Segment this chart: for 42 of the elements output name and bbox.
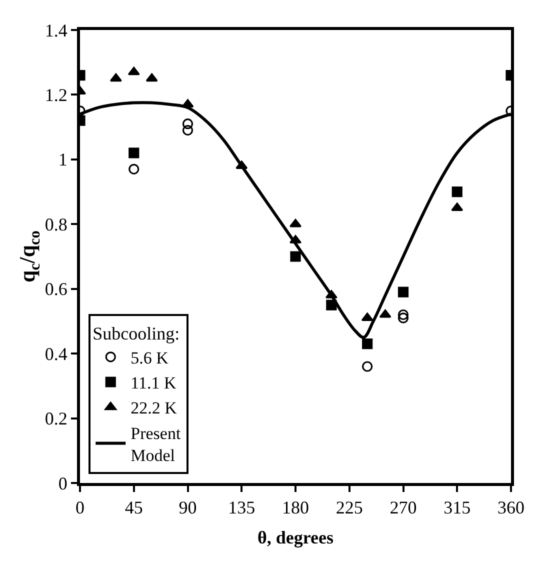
x-tick-label: 360 bbox=[498, 498, 524, 518]
point bbox=[182, 118, 194, 130]
point bbox=[398, 286, 409, 298]
y-tick-label: 1.4 bbox=[44, 20, 68, 40]
y-tick-label: 0.2 bbox=[44, 408, 68, 429]
x-tick-label: 180 bbox=[282, 498, 309, 518]
point bbox=[146, 73, 158, 82]
x-tick-label: 315 bbox=[444, 498, 471, 518]
y-tick-label: 1 bbox=[58, 150, 68, 170]
point bbox=[362, 338, 373, 350]
y-tick-label: 1.2 bbox=[44, 85, 68, 106]
y-tick-label: 0 bbox=[58, 473, 68, 494]
x-tick-label: 0 bbox=[76, 498, 84, 518]
point bbox=[290, 218, 302, 228]
point bbox=[452, 186, 462, 198]
point bbox=[128, 148, 140, 158]
legend-title: Subcooling: bbox=[92, 323, 180, 344]
x-tick-label: 90 bbox=[178, 498, 197, 518]
point bbox=[290, 251, 301, 262]
legend-label: 5.6 K bbox=[130, 348, 170, 368]
point bbox=[398, 312, 409, 324]
point bbox=[362, 361, 373, 372]
point bbox=[361, 312, 374, 322]
point bbox=[451, 202, 464, 212]
point bbox=[128, 164, 140, 174]
point bbox=[110, 73, 122, 82]
point bbox=[128, 66, 140, 76]
x-tick-label: 270 bbox=[390, 498, 417, 518]
y-tick-label: 0.6 bbox=[44, 279, 68, 300]
point bbox=[182, 125, 194, 136]
x-tick-label: 135 bbox=[228, 498, 256, 518]
x-tick-label: 45 bbox=[124, 498, 143, 518]
point bbox=[326, 300, 337, 310]
point bbox=[398, 309, 409, 320]
x-axis-title: θ, degrees bbox=[257, 528, 334, 548]
x-tick-label: 225 bbox=[336, 498, 363, 518]
legend-label: Present Model bbox=[130, 424, 181, 465]
legend-label: 22.2 K bbox=[130, 398, 178, 418]
point bbox=[379, 309, 392, 318]
y-tick-label: 0.4 bbox=[44, 344, 68, 364]
y-tick-label: 0.8 bbox=[44, 214, 68, 234]
legend-label: 11.1 K bbox=[130, 374, 177, 393]
